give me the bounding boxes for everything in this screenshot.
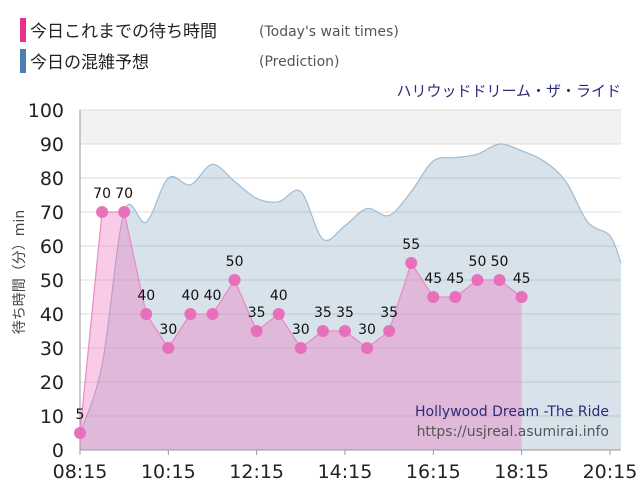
actual-point — [250, 325, 263, 337]
data-label: 35 — [380, 305, 398, 321]
legend: 今日これまでの待ち時間 (Today's wait times) 今日の混雑予想… — [20, 18, 399, 73]
data-label: 40 — [181, 288, 199, 304]
legend-actual-label: 今日これまでの待ち時間 — [30, 22, 217, 42]
data-label: 40 — [270, 288, 288, 304]
data-label: 45 — [424, 271, 442, 287]
x-tick-label: 08:15 — [53, 461, 108, 483]
prediction-line — [79, 143, 622, 434]
legend-actual-sub: (Today's wait times) — [259, 24, 399, 40]
legend-prediction-label: 今日の混雑予想 — [30, 53, 149, 73]
legend-prediction-sub: (Prediction) — [259, 54, 339, 70]
x-tick-label: 14:15 — [318, 461, 373, 483]
actual-point — [338, 325, 351, 337]
prediction-area — [80, 143, 621, 450]
y-tick-label: 100 — [28, 100, 64, 122]
y-tick-label: 10 — [40, 406, 64, 428]
data-label: 30 — [358, 322, 376, 338]
data-label: 35 — [314, 305, 332, 321]
data-label: 35 — [248, 305, 266, 321]
data-label: 45 — [513, 271, 531, 287]
actual-point — [184, 308, 197, 320]
actual-point — [140, 308, 153, 320]
data-label: 30 — [159, 322, 177, 338]
data-label: 55 — [402, 237, 420, 253]
y-tick-label: 60 — [40, 236, 64, 258]
data-label: 5 — [76, 407, 85, 423]
y-tick-label: 30 — [40, 338, 64, 360]
actual-point — [493, 274, 506, 286]
y-tick-label: 50 — [40, 270, 64, 292]
x-tick-label: 20:15 — [583, 461, 638, 483]
legend-swatch-prediction — [20, 49, 26, 73]
x-tick-label: 12:15 — [229, 461, 284, 483]
data-label: 50 — [491, 254, 509, 270]
actual-point — [162, 342, 175, 354]
y-axis-ticks: 0 10 20 30 40 50 60 70 80 90 100 — [28, 100, 64, 462]
data-label: 40 — [204, 288, 222, 304]
data-label: 50 — [226, 254, 244, 270]
actual-point — [96, 206, 109, 218]
actual-point — [405, 257, 418, 269]
y-tick-label: 0 — [52, 440, 64, 462]
actual-point — [228, 274, 241, 286]
ride-name-jp: ハリウッドドリーム・ザ・ライド — [396, 82, 621, 100]
actual-point — [427, 291, 440, 303]
ride-name-en: Hollywood Dream -The Ride — [415, 404, 609, 420]
site-url: https://usjreal.asumirai.info — [417, 424, 609, 440]
y-tick-label: 70 — [40, 202, 64, 224]
data-label: 40 — [137, 288, 155, 304]
data-label: 50 — [469, 254, 487, 270]
data-label: 70 — [115, 186, 133, 202]
data-label: 30 — [292, 322, 310, 338]
actual-point — [272, 308, 285, 320]
data-label: 35 — [336, 305, 354, 321]
y-tick-label: 90 — [40, 134, 64, 156]
x-tick-label: 10:15 — [141, 461, 196, 483]
data-label: 45 — [446, 271, 464, 287]
actual-point — [361, 342, 374, 354]
x-tick-label: 18:15 — [494, 461, 549, 483]
actual-point — [206, 308, 219, 320]
legend-swatch-actual — [20, 18, 26, 42]
grid-lines — [79, 109, 621, 451]
actual-area — [80, 212, 522, 450]
plot-band-top — [80, 110, 621, 144]
data-label: 70 — [93, 186, 111, 202]
actual-point — [74, 427, 86, 439]
x-axis-ticks: 08:15 10:15 12:15 14:15 16:15 18:15 20:15 — [53, 450, 638, 483]
actual-point — [383, 325, 396, 337]
actual-point — [118, 206, 131, 218]
actual-point — [294, 342, 307, 354]
actual-point — [449, 291, 462, 303]
y-tick-label: 40 — [40, 304, 64, 326]
y-axis-label: 待ち時間（分）min — [12, 210, 28, 334]
y-tick-label: 80 — [40, 168, 64, 190]
x-tick-label: 16:15 — [406, 461, 461, 483]
actual-point — [316, 325, 329, 337]
actual-point — [515, 291, 528, 303]
actual-point — [471, 274, 484, 286]
y-tick-label: 20 — [40, 372, 64, 394]
prediction-series — [79, 143, 622, 450]
